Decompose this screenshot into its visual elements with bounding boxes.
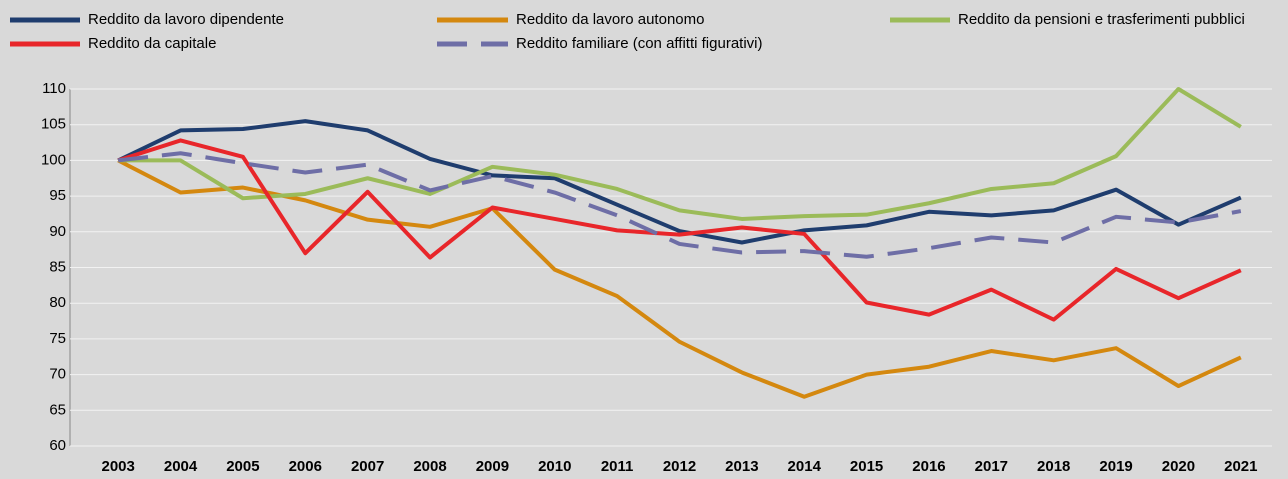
x-tick-label: 2004: [164, 458, 198, 475]
legend-label: Reddito da lavoro dipendente: [88, 11, 284, 28]
series-line: [117, 158, 1242, 399]
x-tick-label: 2010: [538, 458, 571, 475]
y-tick-label: 100: [41, 151, 66, 168]
x-tick-label: 2015: [850, 458, 883, 475]
y-tick-label: 75: [49, 330, 66, 347]
y-tick-label: 85: [49, 258, 66, 275]
legend-label: Reddito da lavoro autonomo: [516, 11, 704, 28]
x-tick-label: 2017: [975, 458, 1008, 475]
x-tick-label: 2016: [912, 458, 945, 475]
x-tick-label: 2012: [663, 458, 696, 475]
x-tick-label: 2009: [476, 458, 509, 475]
y-tick-label: 90: [49, 223, 66, 240]
y-tick-label: 80: [49, 294, 66, 311]
series-line: [117, 151, 1242, 259]
x-tick-label: 2003: [101, 458, 134, 475]
x-tick-label: 2007: [351, 458, 384, 475]
x-tick-label: 2019: [1099, 458, 1132, 475]
x-tick-label: 2014: [788, 458, 822, 475]
x-tick-label: 2011: [601, 458, 634, 475]
y-tick-label: 65: [49, 401, 66, 418]
x-tick-label: 2005: [226, 458, 259, 475]
y-tick-label: 95: [49, 187, 66, 204]
legend-label: Reddito da pensioni e trasferimenti pubb…: [958, 11, 1245, 28]
series-line: [117, 138, 1242, 322]
x-tick-label: 2013: [725, 458, 758, 475]
y-tick-label: 70: [49, 366, 66, 383]
y-tick-label: 105: [41, 116, 66, 133]
x-tick-label: 2006: [289, 458, 322, 475]
series-line: [117, 119, 1242, 245]
legend-label: Reddito familiare (con affitti figurativ…: [516, 35, 763, 52]
y-tick-label: 110: [42, 80, 66, 97]
legend-label: Reddito da capitale: [88, 35, 216, 52]
y-tick-label: 60: [49, 437, 66, 454]
x-tick-label: 2008: [413, 458, 446, 475]
x-tick-label: 2021: [1224, 458, 1257, 475]
series-line: [118, 87, 1242, 221]
x-tick-label: 2018: [1037, 458, 1070, 475]
x-tick-label: 2020: [1162, 458, 1195, 475]
